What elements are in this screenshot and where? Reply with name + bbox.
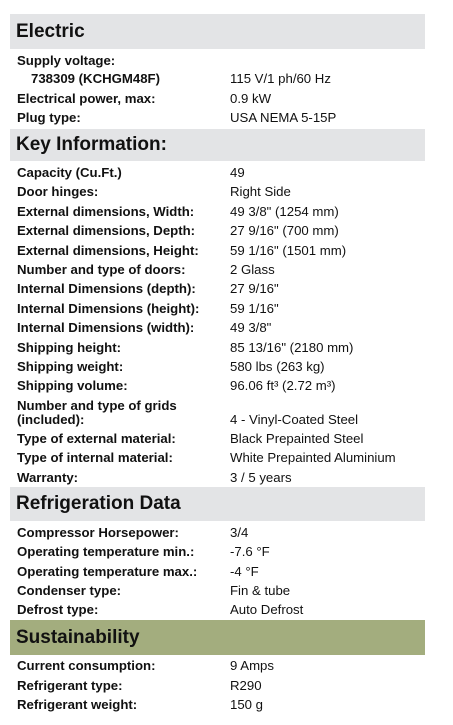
section-header-electric: Electric: [10, 14, 425, 49]
spec-label: External dimensions, Depth:: [17, 223, 196, 239]
spec-label: Warranty:: [17, 469, 79, 485]
spec-label: Refrigerant type:: [17, 677, 123, 693]
section-header-key-information: Key Information:: [10, 129, 425, 161]
section-title: Refrigeration Data: [16, 493, 181, 514]
spec-value: 580 lbs (263 kg): [230, 359, 325, 374]
spec-value: 85 13/16" (2180 mm): [230, 339, 354, 355]
spec-label: Condenser type:: [17, 582, 122, 598]
spec-value: Fin & tube: [230, 582, 291, 598]
spec-label: Operating temperature max.:: [17, 563, 198, 579]
spec-value: 115 V/1 ph/60 Hz: [230, 71, 331, 86]
spec-label: External dimensions, Height:: [17, 242, 199, 258]
spec-label: Internal Dimensions (width):: [17, 320, 195, 336]
section-header-refrigeration: Refrigeration Data: [10, 487, 425, 521]
spec-label: External dimensions, Width:: [17, 203, 195, 219]
spec-label: Compressor Horsepower:: [17, 525, 179, 540]
spec-label: Shipping height:: [17, 339, 122, 355]
spec-label: Refrigerant weight:: [17, 697, 138, 712]
spec-label: Type of external material:: [17, 431, 176, 446]
section-title: Sustainability: [16, 626, 140, 648]
spec-value: 2 Glass: [230, 262, 275, 277]
section-title: Key Information:: [16, 134, 167, 155]
spec-label: Capacity (Cu.Ft.): [17, 165, 122, 180]
spec-value: 27 9/16": [230, 281, 279, 297]
spec-value: 0.9 kW: [230, 91, 272, 106]
spec-label: Plug type:: [17, 110, 81, 125]
spec-value: 49: [230, 165, 245, 180]
spec-value: 49 3/8": [230, 320, 272, 336]
spec-label: Defrost type:: [17, 602, 99, 618]
spec-label: Number and type of doors:: [17, 262, 186, 277]
spec-value: 9 Amps: [230, 658, 274, 673]
spec-value: 150 g: [230, 697, 264, 712]
spec-label: (included):: [17, 412, 85, 427]
spec-value: -7.6 °F: [230, 544, 270, 560]
spec-value: 27 9/16" (700 mm): [230, 223, 339, 239]
section-title: Electric: [16, 20, 85, 42]
spec-label: Electrical power, max:: [17, 91, 156, 106]
spec-value: Black Prepainted Steel: [230, 431, 364, 446]
spec-value: USA NEMA 5-15P: [230, 110, 337, 125]
spec-value: Right Side: [230, 184, 291, 200]
spec-label: 738309 (KCHGM48F): [31, 71, 160, 86]
spec-label: Operating temperature min.:: [17, 544, 195, 560]
section-header-sustainability: Sustainability: [10, 620, 425, 655]
spec-label: Door hinges:: [17, 184, 99, 200]
spec-label: Number and type of grids: [17, 398, 177, 413]
spec-label: Supply voltage:: [17, 53, 116, 68]
spec-value: 96.06 ft³ (2.72 m³): [230, 378, 336, 394]
spec-value: 49 3/8" (1254 mm): [230, 203, 339, 219]
spec-label: Internal Dimensions (height):: [17, 300, 200, 316]
spec-value: -4 °F: [230, 563, 259, 579]
spec-label: Type of internal material:: [17, 450, 173, 466]
spec-label: Shipping volume:: [17, 378, 128, 394]
spec-value: Auto Defrost: [230, 602, 304, 618]
spec-value: 3/4: [230, 525, 249, 540]
spec-label: Internal Dimensions (depth):: [17, 281, 196, 297]
spec-value: 4 - Vinyl-Coated Steel: [230, 412, 359, 427]
spec-value: 59 1/16" (1501 mm): [230, 242, 347, 258]
spec-value: 3 / 5 years: [230, 469, 292, 485]
spec-value: R290: [230, 677, 262, 693]
spec-value: 59 1/16": [230, 300, 279, 316]
spec-label: Shipping weight:: [17, 359, 124, 374]
spec-value: White Prepainted Aluminium: [230, 450, 396, 466]
spec-label: Current consumption:: [17, 658, 156, 673]
